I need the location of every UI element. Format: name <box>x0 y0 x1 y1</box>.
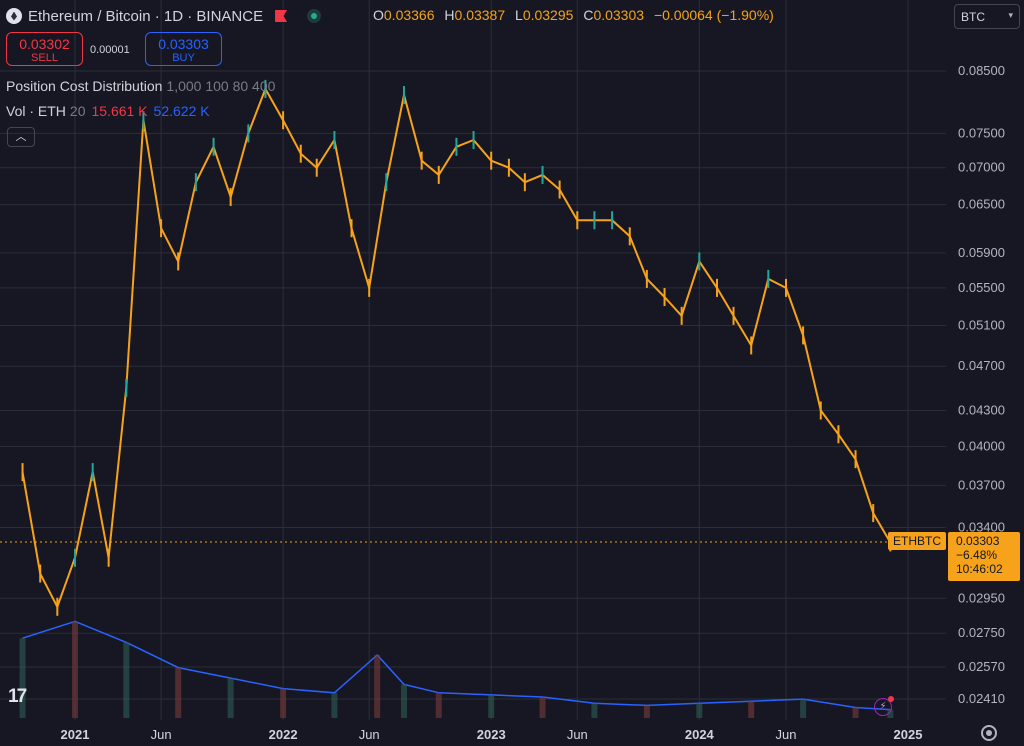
symbol-header[interactable]: Ethereum / Bitcoin · 1D · BINANCE <box>6 6 322 26</box>
price-axis: 0.08500 0.07500 0.07000 0.06500 0.05900 0.055… <box>958 63 1005 706</box>
volume-bar <box>748 701 755 718</box>
x-tick-label: 2021 <box>61 727 90 742</box>
sell-label: SELL <box>31 52 58 64</box>
high-label: H <box>444 7 455 23</box>
y-tick-label: 0.02570 <box>958 659 1005 674</box>
sell-price: 0.03302 <box>19 36 70 52</box>
y-tick-label: 0.04000 <box>958 439 1005 454</box>
y-tick-label: 0.02410 <box>958 691 1005 706</box>
volume-bar <box>435 692 442 718</box>
volume-bar <box>488 694 495 718</box>
gear-icon[interactable] <box>981 725 997 741</box>
chart-grid <box>0 0 946 720</box>
y-tick-label: 0.06500 <box>958 197 1005 212</box>
sell-button[interactable]: 0.03302 SELL <box>6 32 83 66</box>
x-tick-label: 2022 <box>269 727 298 742</box>
y-tick-label: 0.07000 <box>958 160 1005 175</box>
volume-ma-line <box>22 620 891 711</box>
vol-length: 20 <box>69 103 86 119</box>
y-tick-label: 0.04300 <box>958 403 1005 418</box>
volume-bar <box>539 697 546 718</box>
volume-bar <box>227 678 234 718</box>
ethereum-logo-icon <box>6 8 22 24</box>
last-price-label: 0.03303 −6.48% 10:46:02 <box>948 532 1020 581</box>
volume-bar <box>400 684 407 718</box>
time-axis: 2021 Jun 2022 Jun 2023 Jun 2024 Jun 2025 <box>61 727 923 742</box>
price-series <box>21 79 892 616</box>
y-tick-label: 0.03400 <box>958 520 1005 535</box>
x-tick-label: Jun <box>151 727 172 742</box>
tradingview-logo-icon[interactable]: 17 <box>8 686 27 707</box>
volume-bar <box>643 705 650 718</box>
low-label: L <box>515 7 523 23</box>
ohlc-legend: O0.03366 H0.03387 L0.03295 C0.03303 −0.0… <box>373 7 780 23</box>
volume-pane <box>19 620 894 718</box>
volume-bar <box>72 621 78 718</box>
symbol-title: Ethereum / Bitcoin · 1D · BINANCE <box>28 7 264 25</box>
x-tick-label: 2024 <box>685 727 715 742</box>
y-tick-label: 0.05500 <box>958 280 1005 295</box>
open-value: 0.03366 <box>383 7 435 23</box>
change-value: −0.00064 (−1.90%) <box>653 7 774 23</box>
y-tick-label: 0.08500 <box>958 63 1005 78</box>
volume-indicator-legend[interactable]: Vol · ETH 20 15.661 K 52.622 K <box>6 103 210 119</box>
volume-bar <box>887 709 894 718</box>
volume-bar <box>123 642 130 718</box>
last-price-change: −6.48% <box>956 548 998 562</box>
y-tick-label: 0.05900 <box>958 245 1005 260</box>
volume-bar <box>331 692 338 718</box>
close-value: 0.03303 <box>593 7 645 23</box>
vol-value: 15.661 K <box>91 103 148 119</box>
volume-bar <box>19 638 26 718</box>
volume-bar <box>852 707 859 718</box>
x-tick-label: 2025 <box>894 727 923 742</box>
currency-select[interactable]: BTC ▾ <box>954 4 1020 29</box>
price-line <box>21 87 892 608</box>
y-tick-label: 0.02750 <box>958 625 1005 640</box>
x-tick-label: Jun <box>359 727 380 742</box>
last-price-value: 0.03303 <box>956 534 1000 548</box>
volume-bar <box>280 688 287 718</box>
buy-button[interactable]: 0.03303 BUY <box>145 32 222 66</box>
currency-value: BTC <box>961 10 985 24</box>
y-tick-label: 0.04700 <box>958 358 1005 373</box>
x-tick-label: Jun <box>776 727 797 742</box>
y-tick-label: 0.05100 <box>958 318 1005 333</box>
vol-ma-value: 52.622 K <box>153 103 210 119</box>
y-tick-label: 0.07500 <box>958 125 1005 140</box>
volume-bar <box>175 667 182 718</box>
volume-bar <box>374 655 381 718</box>
spread-value: 0.00001 <box>90 44 130 56</box>
market-status-icon[interactable] <box>307 9 322 23</box>
y-tick-label: 0.03700 <box>958 477 1005 492</box>
buy-label: BUY <box>172 52 195 64</box>
low-value: 0.03295 <box>522 7 574 23</box>
pcd-params: 1,000 100 80 400 <box>166 78 276 94</box>
chevron-down-icon: ▾ <box>1008 10 1013 20</box>
close-label: C <box>583 7 594 23</box>
x-tick-label: Jun <box>567 727 588 742</box>
volume-bar <box>800 699 807 718</box>
symbol-price-tag: ETHBTC <box>888 532 946 550</box>
open-label: O <box>373 7 384 23</box>
volume-bar <box>696 703 703 718</box>
vol-label: Vol · ETH <box>6 103 66 119</box>
buy-price: 0.03303 <box>158 36 209 52</box>
high-value: 0.03387 <box>454 7 506 23</box>
y-tick-label: 0.02950 <box>958 590 1005 605</box>
volume-bar <box>591 703 598 718</box>
pcd-indicator-legend[interactable]: Position Cost Distribution 1,000 100 80 4… <box>6 78 275 94</box>
x-tick-label: 2023 <box>477 727 506 742</box>
bar-countdown: 10:46:02 <box>956 562 1003 576</box>
collapse-legend-button[interactable]: ︿ <box>7 127 35 147</box>
flag-icon[interactable] <box>275 10 288 22</box>
pcd-label: Position Cost Distribution <box>6 78 163 94</box>
lightning-icon[interactable]: ⚡ <box>874 696 894 716</box>
